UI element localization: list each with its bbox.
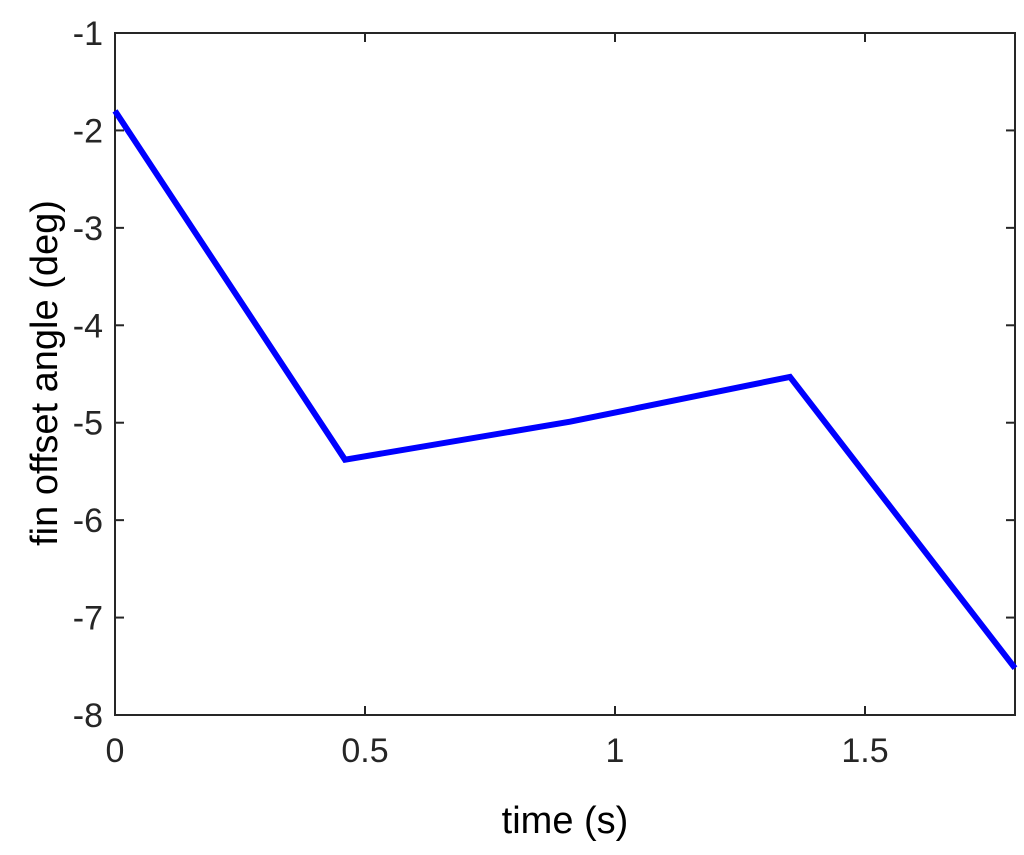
axes-box xyxy=(114,32,1016,716)
x-tick-label: 0 xyxy=(106,732,125,770)
x-tick-label: 0.5 xyxy=(341,732,388,770)
x-tick-label: 1.5 xyxy=(841,732,888,770)
y-tick-label: -5 xyxy=(73,405,103,443)
plot-area: 0 0.5 1 1.5 -1 -2 -3 -4 -5 -6 -7 -8 xyxy=(73,15,1018,770)
y-tick-label: -2 xyxy=(73,112,103,150)
y-tick-label: -8 xyxy=(73,697,103,735)
y-tick-label: -7 xyxy=(73,600,103,638)
y-tick-label: -4 xyxy=(73,307,103,345)
y-tick-label: -3 xyxy=(73,210,103,248)
x-tick-label: 1 xyxy=(606,732,625,770)
y-axis-label: fin offset angle (deg) xyxy=(24,200,66,546)
x-axis-label: time (s) xyxy=(502,800,629,842)
y-tick-label: -1 xyxy=(73,15,103,53)
series-line xyxy=(112,109,1018,671)
y-tick-label: -6 xyxy=(73,502,103,540)
